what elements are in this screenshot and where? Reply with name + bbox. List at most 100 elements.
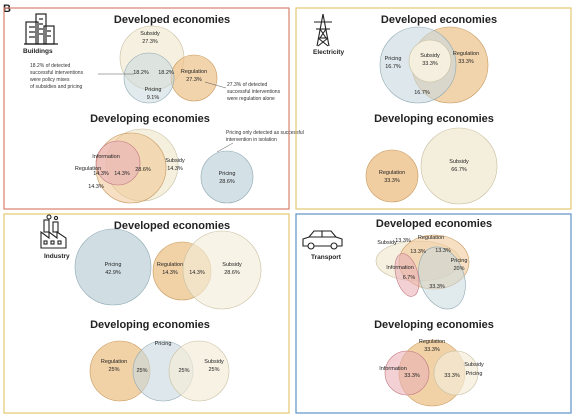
buildings-note-left: 18.2% of detected successful interventio… <box>30 63 84 90</box>
electricity-dev-overlap-value: 16.7% <box>414 90 430 96</box>
industry-dev-pricing-label: Pricing <box>105 262 122 268</box>
electricity-dev-pricing-value: 16.7% <box>385 64 401 70</box>
electricity-devg-subsidy-label: Subsidy <box>449 159 469 165</box>
buildings-devg-pricing-value: 28.6% <box>219 179 235 185</box>
electricity-panel-border <box>295 7 572 210</box>
buildings-dev-regulation-value: 27.3% <box>186 77 202 83</box>
electricity-devg-regulation-circle <box>365 149 419 203</box>
industry-dev-regulation-value: 14.3% <box>162 270 178 276</box>
industry-devg-subsidy-circle <box>168 340 230 402</box>
buildings-panel: Buildings Developed economies Subsidy 27… <box>3 7 304 210</box>
transport-dev-value-b: 13.3% <box>435 248 451 254</box>
industry-devg-subsidy-value: 25% <box>208 367 219 373</box>
industry-devg-subsidy-label: Subsidy <box>204 359 224 365</box>
transport-devg-regulation-value: 33.3% <box>424 347 440 353</box>
transport-devg-center-value: 33.3% <box>444 373 460 379</box>
transport-devg-regulation-label: Regulation <box>419 339 445 345</box>
industry-devg-overlap-b: 25% <box>178 368 189 374</box>
transport-developed-title: Developed economies <box>376 218 492 230</box>
industry-dev-subsidy-label: Subsidy <box>222 262 242 268</box>
industry-developing-title: Developing economies <box>90 319 210 331</box>
buildings-note-right: 27.3% of detected successful interventio… <box>227 82 281 102</box>
industry-devg-overlap-a: 25% <box>136 368 147 374</box>
svg-text:of subsidies and pricing: of subsidies and pricing <box>30 84 82 90</box>
electricity-developed-title: Developed economies <box>381 14 497 26</box>
figure-label: B <box>3 3 11 15</box>
electricity-devg-regulation-label: Regulation <box>379 170 405 176</box>
industry-devg-pricing-label: Pricing <box>155 341 172 347</box>
transport-devg-subsidy-label: Subsidy <box>464 362 484 368</box>
electricity-dev-subsidy-label: Subsidy <box>420 53 440 59</box>
electricity-sector-label: Electricity <box>313 49 344 56</box>
factory-icon <box>40 214 67 249</box>
transport-dev-info-value: 6.7% <box>403 275 416 281</box>
electricity-devg-subsidy-circle <box>420 127 498 205</box>
industry-dev-regulation-label: Regulation <box>157 262 183 268</box>
transport-dev-bottom-value: 33.3% <box>429 284 445 290</box>
buildings-dev-overlap-left: 18.2% <box>133 70 149 76</box>
buildings-panel-border <box>3 7 290 210</box>
buildings-note-pricing: Pricing only detected as successful inte… <box>226 130 304 143</box>
electricity-dev-pricing-label: Pricing <box>385 56 402 62</box>
transport-dev-top-value: 13.3% <box>395 238 411 244</box>
buildings-devg-overlap-a: 14.3% <box>114 171 130 177</box>
buildings-note-pricing-pointer <box>216 142 234 153</box>
transport-dev-pricing-ellipse <box>418 246 466 310</box>
svg-text:successful interventions: successful interventions <box>227 89 281 95</box>
electricity-devg-subsidy-value: 66.7% <box>451 167 467 173</box>
transport-developing-title: Developing economies <box>374 319 494 331</box>
buildings-devg-pricing-circle <box>200 150 254 204</box>
buildings-dev-pricing-value: 9.1% <box>147 95 160 101</box>
industry-panel-border <box>3 213 290 414</box>
industry-dev-pricing-circle <box>74 228 152 306</box>
transport-dev-regulation-label: Regulation <box>418 235 444 241</box>
buildings-devg-information-label: Information <box>92 154 120 160</box>
electricity-developing-title: Developing economies <box>374 113 494 125</box>
industry-devg-regulation-label: Regulation <box>101 359 127 365</box>
transport-dev-pricing-value: 20% <box>453 266 464 272</box>
buildings-devg-regulation-value: 14.3% <box>93 171 109 177</box>
industry-dev-overlap-value: 14.3% <box>189 270 205 276</box>
buildings-dev-pricing-circle <box>123 52 175 104</box>
buildings-devg-regulation-label: Regulation <box>75 166 101 172</box>
electricity-devg-regulation-value: 33.3% <box>384 178 400 184</box>
transport-devg-info-value: 33.3% <box>404 373 420 379</box>
buildings-dev-subsidy-label: Subsidy <box>140 31 160 37</box>
electricity-dev-subsidy-value: 33.3% <box>422 61 438 67</box>
buildings-note-right-pointer <box>204 81 227 89</box>
svg-text:Pricing only detected as succe: Pricing only detected as successful <box>226 130 304 136</box>
buildings-devg-center: 28.6% <box>135 167 151 173</box>
buildings-dev-overlap-right: 18.2% <box>158 70 174 76</box>
buildings-developing-title: Developing economies <box>90 113 210 125</box>
svg-text:intervention in isolation: intervention in isolation <box>226 137 277 143</box>
transport-sector-label: Transport <box>311 254 342 261</box>
industry-devg-regulation-value: 25% <box>108 367 119 373</box>
buildings-icon <box>24 13 58 45</box>
transport-panel-border <box>295 213 572 414</box>
transport-dev-value-a: 13.3% <box>410 249 426 255</box>
electricity-dev-regulation-label: Regulation <box>453 51 479 57</box>
svg-text:were regulation alone: were regulation alone <box>227 96 275 102</box>
transport-dev-information-ellipse <box>394 253 420 297</box>
car-icon <box>302 230 343 250</box>
buildings-dev-subsidy-value: 27.3% <box>142 39 158 45</box>
svg-text:27.3% of detected: 27.3% of detected <box>227 82 268 88</box>
electricity-dev-subsidy-circle <box>408 39 452 83</box>
svg-text:successful interventions: successful interventions <box>30 70 84 76</box>
transport-devg-pricing-label: Pricing <box>466 371 483 377</box>
buildings-devg-pricing-label: Pricing <box>219 171 236 177</box>
buildings-devg-subsidy-value: 14.3% <box>167 166 183 172</box>
industry-developed-title: Developed economies <box>114 220 230 232</box>
industry-panel: Industry Developed economies Pricing 42.… <box>3 213 290 414</box>
buildings-devg-subsidy-label: Subsidy <box>165 158 185 164</box>
svg-text:18.2% of detected: 18.2% of detected <box>30 63 71 69</box>
industry-dev-subsidy-value: 28.6% <box>224 270 240 276</box>
electricity-dev-regulation-value: 33.3% <box>458 59 474 65</box>
industry-dev-pricing-value: 42.9% <box>105 270 121 276</box>
power-tower-icon <box>314 13 332 47</box>
transport-dev-information-label: Information <box>386 265 414 271</box>
transport-panel: Transport Developed economies Subsidy 13… <box>295 213 572 414</box>
industry-sector-label: Industry <box>44 253 70 260</box>
transport-devg-subsidy-circle <box>433 350 479 396</box>
